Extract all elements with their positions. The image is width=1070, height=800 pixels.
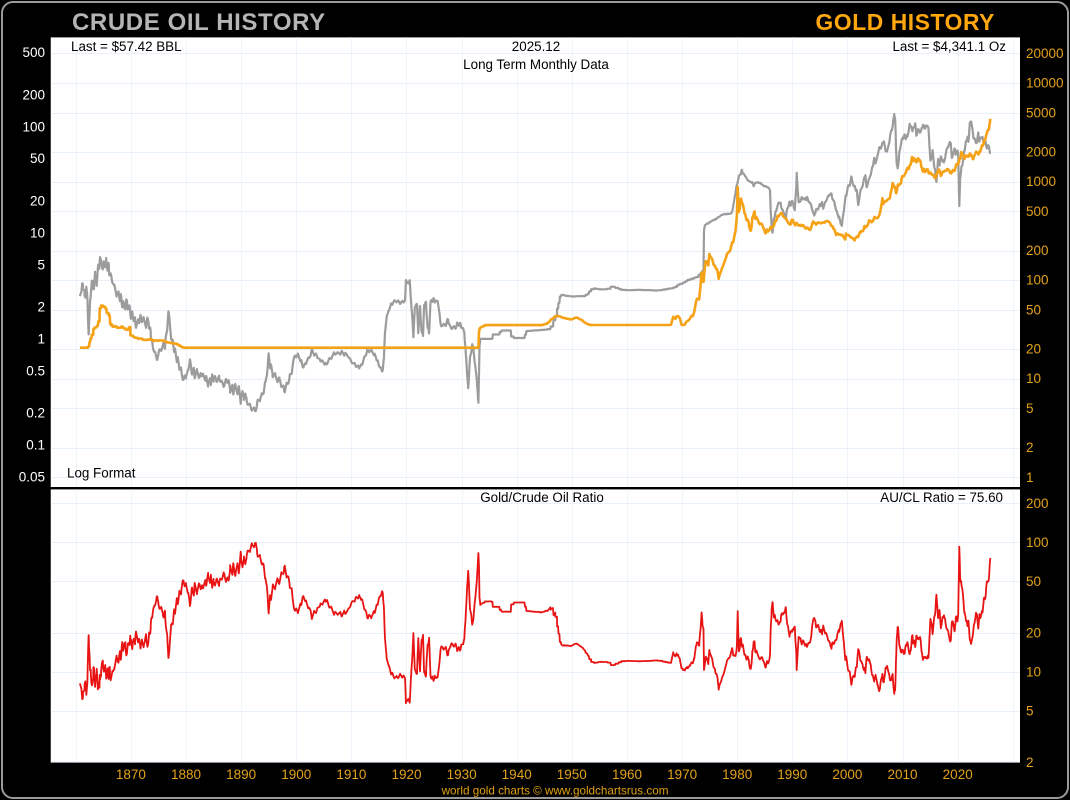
svg-text:200: 200 [22,87,45,102]
svg-text:2000: 2000 [1026,145,1056,160]
svg-text:2000: 2000 [832,767,862,782]
svg-text:20: 20 [1026,626,1041,641]
svg-text:5: 5 [1026,704,1034,719]
svg-text:GOLD HISTORY: GOLD HISTORY [816,9,995,35]
svg-text:0.05: 0.05 [19,469,45,484]
svg-text:20: 20 [1026,342,1041,357]
svg-text:1880: 1880 [171,767,201,782]
svg-text:Long Term Monthly Data: Long Term Monthly Data [463,57,609,72]
svg-text:Last = $57.42 BBL: Last = $57.42 BBL [71,39,182,54]
svg-text:AU/CL Ratio = 75.60: AU/CL Ratio = 75.60 [880,490,1003,505]
svg-text:CRUDE OIL HISTORY: CRUDE OIL HISTORY [72,9,326,36]
svg-text:200: 200 [1026,496,1049,511]
svg-text:0.5: 0.5 [26,363,45,378]
svg-text:2: 2 [37,300,45,315]
svg-text:1870: 1870 [116,767,146,782]
svg-text:1: 1 [37,331,45,346]
svg-text:10: 10 [1026,665,1041,680]
svg-text:Last = $4,341.1 Oz: Last = $4,341.1 Oz [892,39,1006,54]
svg-text:2010: 2010 [887,767,917,782]
svg-text:1890: 1890 [226,767,256,782]
svg-text:world gold charts © www.goldch: world gold charts © www.goldchartsrus.co… [441,785,669,798]
svg-text:20: 20 [30,193,45,208]
svg-text:1900: 1900 [281,767,311,782]
svg-text:50: 50 [1026,574,1041,589]
svg-text:50: 50 [30,151,45,166]
svg-text:0.2: 0.2 [26,406,45,421]
svg-text:2: 2 [1026,755,1034,770]
svg-text:50: 50 [1026,302,1041,317]
svg-text:2020: 2020 [943,767,973,782]
svg-text:0.1: 0.1 [26,437,45,452]
svg-text:1940: 1940 [502,767,532,782]
svg-text:2025.12: 2025.12 [512,39,560,54]
svg-text:1980: 1980 [722,767,752,782]
svg-text:500: 500 [22,45,45,60]
svg-text:2: 2 [1026,440,1034,455]
svg-text:1: 1 [1026,470,1034,485]
svg-text:10000: 10000 [1026,76,1064,91]
svg-text:10: 10 [1026,371,1041,386]
svg-text:1000: 1000 [1026,174,1056,189]
svg-text:1960: 1960 [612,767,642,782]
svg-text:Log Format: Log Format [67,466,136,481]
svg-text:1990: 1990 [777,767,807,782]
svg-text:Gold/Crude Oil Ratio: Gold/Crude Oil Ratio [480,490,604,505]
svg-text:100: 100 [1026,273,1049,288]
svg-text:100: 100 [22,119,45,134]
svg-text:1970: 1970 [667,767,697,782]
svg-text:10: 10 [30,225,45,240]
svg-text:1910: 1910 [336,767,366,782]
svg-text:5000: 5000 [1026,105,1056,120]
svg-text:5: 5 [37,257,45,272]
svg-text:1930: 1930 [447,767,477,782]
svg-text:500: 500 [1026,204,1049,219]
svg-text:20000: 20000 [1026,46,1064,61]
svg-text:5: 5 [1026,401,1034,416]
svg-text:1950: 1950 [557,767,587,782]
svg-text:200: 200 [1026,243,1049,258]
svg-text:100: 100 [1026,535,1049,550]
svg-text:1920: 1920 [391,767,421,782]
